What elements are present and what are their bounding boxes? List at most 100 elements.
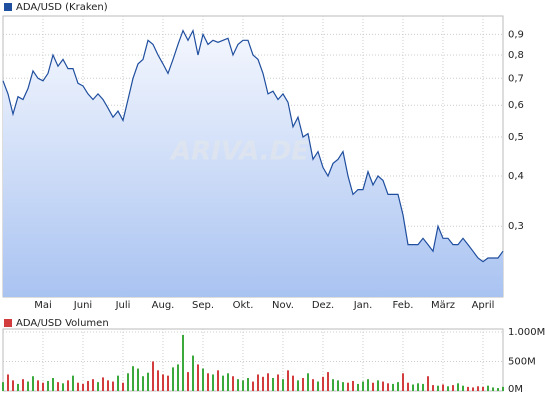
y-tick-label: 0,3 [508, 221, 524, 232]
volume-bar [482, 386, 484, 391]
volume-bar [257, 374, 259, 391]
volume-bar [202, 368, 204, 391]
volume-bar [492, 387, 494, 391]
volume-bar [472, 387, 474, 391]
volume-bar [12, 380, 14, 391]
volume-bar [72, 375, 74, 391]
volume-bar [397, 382, 399, 391]
y-tick-label: 0,5 [508, 132, 524, 143]
x-tick-label: Juli [115, 300, 131, 311]
volume-bar [232, 376, 234, 391]
legend-label: ADA/USD (Kraken) [16, 2, 108, 13]
volume-bar [52, 378, 54, 391]
volume-bar [407, 382, 409, 391]
volume-bar [417, 383, 419, 391]
volume-bar [172, 367, 174, 391]
volume-bar [282, 379, 284, 391]
volume-bar [107, 380, 109, 391]
volume-bar [207, 373, 209, 391]
volume-bar [47, 380, 49, 391]
volume-bar [227, 373, 229, 391]
x-tick-label: Mai [34, 300, 52, 311]
volume-bar [132, 366, 134, 391]
volume-bar [272, 378, 274, 391]
volume-bar [32, 376, 34, 391]
volume-bar [157, 370, 159, 391]
volume-bar [87, 380, 89, 391]
volume-bar [192, 355, 194, 391]
volume-bar [77, 382, 79, 391]
volume-bar [102, 377, 104, 391]
y-tick-label: 0,6 [508, 100, 524, 111]
y-tick-label: 0,4 [508, 171, 524, 182]
y-tick-label: 0M [508, 384, 523, 395]
volume-bar [187, 372, 189, 391]
volume-bar [127, 373, 129, 391]
volume-bar [97, 382, 99, 391]
volume-bar [457, 383, 459, 391]
volume-bar [367, 379, 369, 391]
volume-bar [307, 373, 309, 391]
volume-bar [57, 382, 59, 391]
legend-label: ADA/USD Volumen [16, 318, 109, 329]
volume-bar [312, 379, 314, 391]
volume-bar [17, 383, 19, 391]
volume-bar [502, 386, 504, 391]
x-tick-label: Okt. [233, 300, 254, 311]
volume-bar [382, 381, 384, 391]
volume-bar [62, 383, 64, 391]
volume-bar [162, 374, 164, 391]
x-tick-label: Aug. [152, 300, 175, 311]
volume-bar [462, 385, 464, 391]
volume-bar [177, 364, 179, 391]
volume-bar [427, 376, 429, 391]
volume-bar [377, 380, 379, 391]
volume-bar [337, 380, 339, 391]
x-tick-label: Jan. [353, 300, 373, 311]
volume-bar [322, 376, 324, 391]
volume-bar [357, 383, 359, 391]
volume-bar [122, 382, 124, 391]
volume-bar [222, 375, 224, 391]
volume-bar [302, 378, 304, 391]
volume-bar [372, 382, 374, 391]
volume-bar [292, 375, 294, 391]
x-tick-label: April [472, 300, 495, 311]
volume-bar [437, 385, 439, 391]
volume-bar [327, 372, 329, 391]
volume-bar [487, 385, 489, 391]
volume-bar [117, 375, 119, 391]
volume-bar [252, 381, 254, 391]
volume-bar [422, 383, 424, 391]
volume-bar [112, 381, 114, 391]
volume-bar [267, 373, 269, 391]
y-tick-label: 500M [508, 356, 536, 367]
y-tick-label: 0,9 [508, 29, 524, 40]
volume-bar [352, 380, 354, 391]
volume-bar [212, 374, 214, 391]
volume-bar [152, 361, 154, 391]
y-tick-label: 1.000M [508, 327, 545, 338]
volume-bar [442, 384, 444, 391]
volume-bar [297, 380, 299, 391]
volume-bar [217, 370, 219, 391]
plot-area [2, 328, 504, 392]
price-line [2, 28, 504, 263]
volume-bar [342, 382, 344, 391]
volume-bar [347, 382, 349, 391]
volume-bar [497, 388, 499, 391]
volume-bar [447, 386, 449, 391]
volume-bar [477, 386, 479, 391]
volume-bar [67, 380, 69, 391]
volume-bar [167, 375, 169, 391]
volume-bar [92, 379, 94, 391]
volume-bar [27, 381, 29, 391]
volume-bar [287, 370, 289, 391]
x-tick-label: Dez. [312, 300, 334, 311]
area [3, 30, 503, 297]
volume-bar [392, 383, 394, 391]
volume-bar [247, 378, 249, 391]
x-tick-label: Nov. [272, 300, 294, 311]
x-tick-label: Feb. [393, 300, 414, 311]
